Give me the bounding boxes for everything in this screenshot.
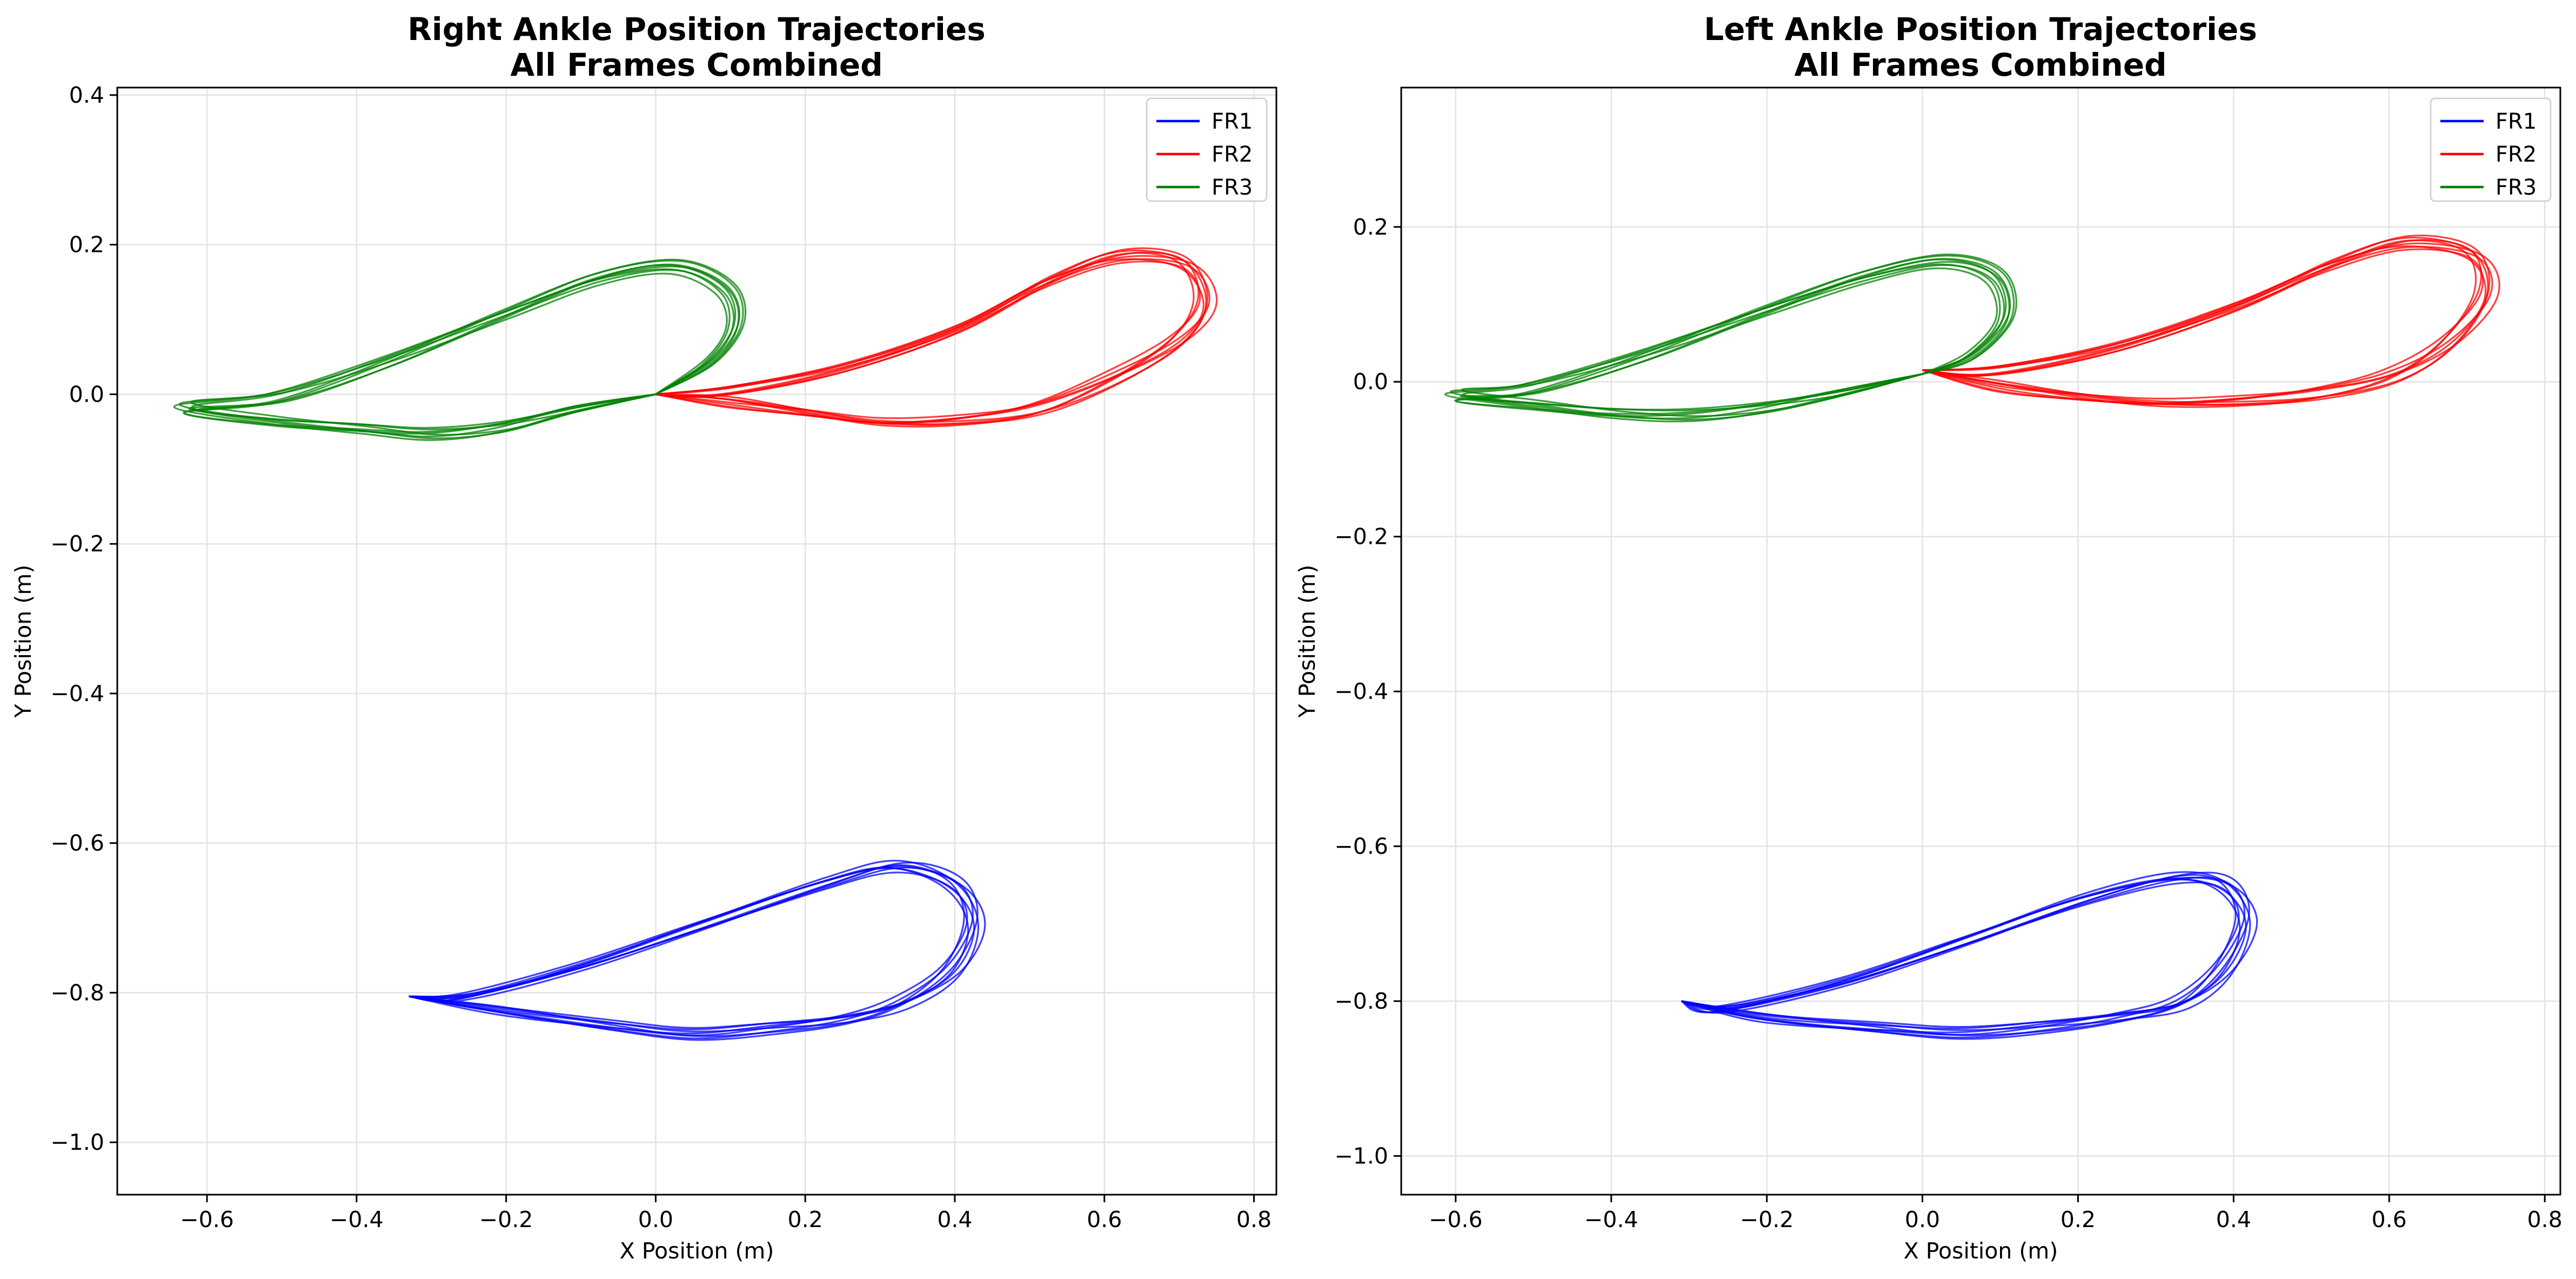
x-tick-label: −0.6 (180, 1207, 234, 1233)
y-tick-label: 0.2 (69, 232, 104, 258)
trajectory-line-fr1 (409, 860, 979, 1032)
y-tick-label: −1.0 (1334, 1143, 1388, 1169)
trajectory-line-fr1 (409, 871, 968, 1036)
legend-label-fr1: FR1 (1212, 109, 1253, 134)
y-tick-label: −0.8 (1334, 988, 1388, 1014)
legend-box (2430, 97, 2552, 202)
x-tick-label: −0.2 (1740, 1207, 1794, 1233)
legend: FR1 FR2 FR3 (1146, 97, 1268, 202)
trajectory-line-fr2 (655, 251, 1200, 428)
series-fr3 (173, 258, 747, 441)
trajectory-line-fr3 (197, 264, 737, 429)
trajectory-line-fr3 (184, 259, 744, 435)
series-fr2 (655, 247, 1218, 428)
x-tick-label: 0.2 (2060, 1207, 2096, 1233)
chart-subtitle: All Frames Combined (510, 46, 882, 83)
x-tick-label: 0.4 (2216, 1207, 2251, 1233)
legend-label-fr3: FR3 (2495, 175, 2537, 200)
y-tick-label: −1.0 (50, 1129, 104, 1155)
trajectory-line-fr1 (1681, 874, 2237, 1036)
trajectory-line-fr3 (190, 272, 728, 436)
x-tick-label: 0.4 (937, 1207, 972, 1233)
trajectory-line-fr3 (1461, 267, 1998, 417)
x-axis-label: X Position (m) (620, 1238, 774, 1264)
trajectory-line-fr1 (1681, 881, 2240, 1036)
y-tick-label: −0.4 (1334, 678, 1388, 704)
y-tick-label: −0.2 (50, 531, 104, 557)
trajectory-line-fr1 (1681, 871, 2251, 1031)
y-tick-label: −0.8 (50, 980, 104, 1005)
x-tick-label: 0.2 (788, 1207, 823, 1233)
y-tick-label: 0.2 (1353, 214, 1388, 240)
series-fr1 (1681, 871, 2258, 1040)
y-axis-label: Y Position (m) (1294, 565, 1320, 718)
legend-box (1146, 97, 1268, 202)
x-tick-label: 0.0 (638, 1207, 673, 1233)
axes-frame (116, 86, 1277, 1196)
x-tick-label: 0.0 (1905, 1207, 1940, 1233)
x-tick-label: −0.4 (1584, 1207, 1638, 1233)
trajectory-line-fr3 (1450, 264, 2005, 421)
trajectory-line-fr2 (1922, 235, 2491, 406)
trajectory-line-fr2 (1922, 245, 2487, 399)
x-tick-label: 0.6 (2372, 1207, 2407, 1233)
trajectory-line-fr2 (655, 258, 1205, 419)
x-tick-label: −0.4 (330, 1207, 384, 1233)
trajectory-line-fr1 (409, 867, 969, 1029)
legend-label-fr2: FR2 (1212, 142, 1253, 167)
chart-title: Right Ankle Position Trajectories (407, 11, 986, 48)
y-axis-label: Y Position (m) (10, 565, 36, 718)
y-tick-label: −0.4 (50, 681, 104, 707)
trajectory-line-fr3 (173, 265, 740, 441)
y-tick-label: −0.2 (1334, 524, 1388, 550)
x-tick-label: 0.8 (1236, 1207, 1272, 1233)
y-tick-label: −0.6 (1334, 834, 1388, 860)
x-tick-label: 0.6 (1087, 1207, 1122, 1233)
series-fr3 (1444, 254, 2017, 423)
trajectory-line-fr3 (1455, 255, 2015, 417)
x-tick-label: −0.2 (479, 1207, 533, 1233)
axes-frame (1400, 86, 2561, 1196)
trajectory-line-fr3 (179, 269, 735, 439)
y-tick-label: 0.0 (69, 381, 104, 407)
trajectory-line-fr1 (409, 864, 965, 1037)
legend-label-fr3: FR3 (1212, 175, 1253, 200)
y-tick-label: 0.4 (69, 82, 104, 108)
x-tick-label: 0.8 (2527, 1207, 2562, 1233)
y-tick-label: −0.6 (50, 830, 104, 856)
trajectory-line-fr2 (1922, 239, 2483, 408)
series-fr1 (409, 860, 986, 1041)
trajectory-line-fr3 (1454, 254, 2017, 415)
chart-subtitle: All Frames Combined (1794, 46, 2166, 83)
trajectory-line-fr3 (1468, 258, 2007, 411)
y-tick-label: 0.0 (1353, 369, 1388, 395)
trajectory-line-fr3 (182, 258, 747, 433)
x-axis-label: X Position (m) (1904, 1238, 2058, 1264)
legend-label-fr1: FR1 (2495, 109, 2537, 134)
series-fr2 (1922, 235, 2500, 408)
legend-label-fr2: FR2 (2495, 142, 2537, 167)
legend: FR1 FR2 FR3 (2430, 97, 2552, 202)
chart-title: Left Ankle Position Trajectories (1704, 11, 2257, 48)
x-tick-label: −0.6 (1429, 1207, 1483, 1233)
